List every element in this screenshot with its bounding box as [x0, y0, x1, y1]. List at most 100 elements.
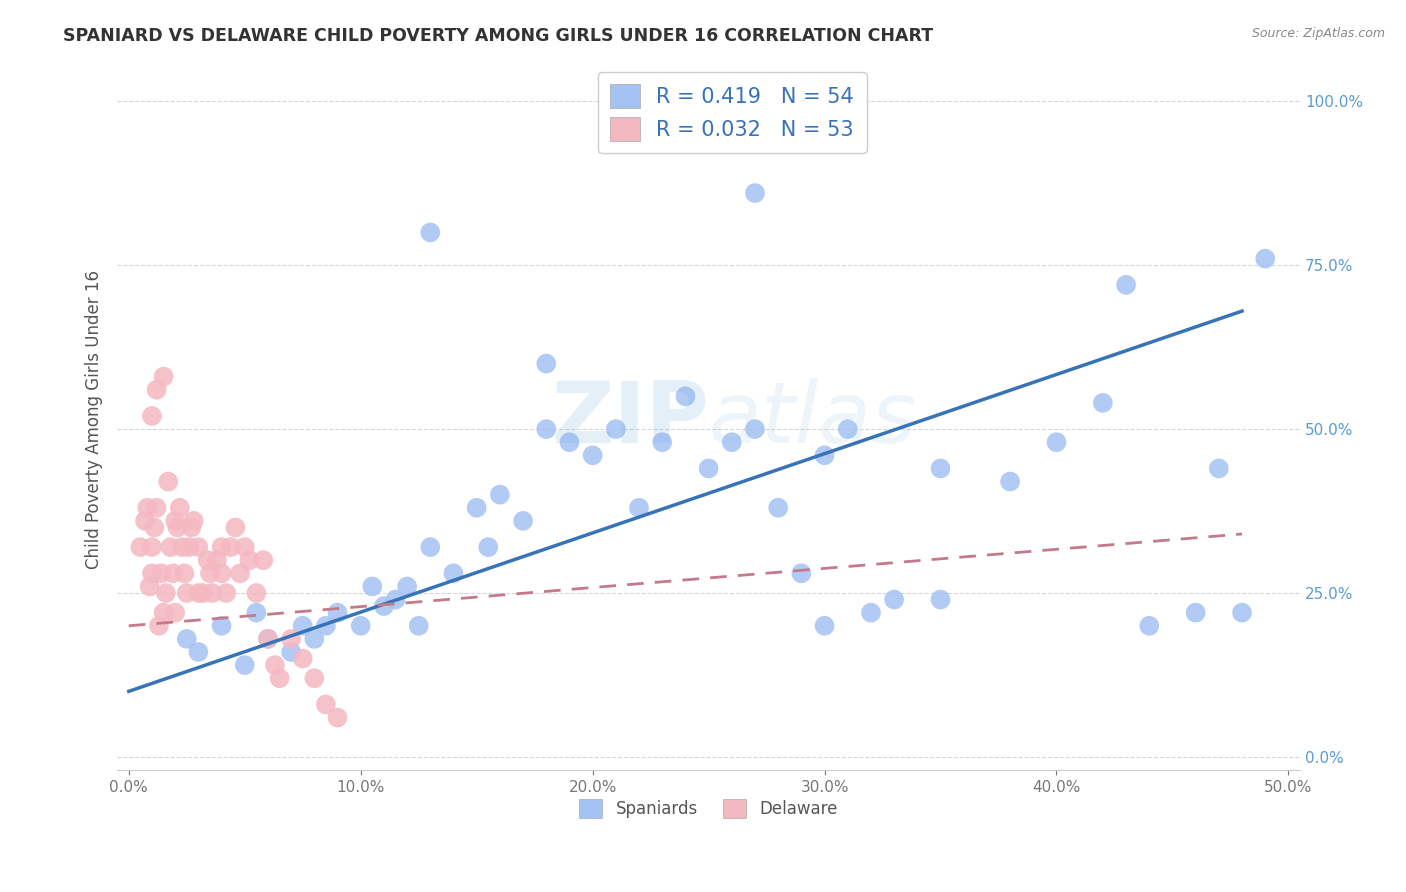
- Y-axis label: Child Poverty Among Girls Under 16: Child Poverty Among Girls Under 16: [86, 269, 103, 569]
- Spaniards: [304, 632, 326, 646]
- Spaniards: [1208, 461, 1230, 475]
- Spaniards: [419, 540, 441, 554]
- Spaniards: [813, 619, 835, 633]
- Delaware: [205, 553, 228, 567]
- Spaniards: [245, 606, 267, 620]
- Spaniards: [1254, 252, 1277, 266]
- Spaniards: [859, 606, 882, 620]
- Spaniards: [883, 592, 905, 607]
- Delaware: [197, 553, 219, 567]
- Delaware: [257, 632, 280, 646]
- Spaniards: [1045, 435, 1067, 450]
- Spaniards: [929, 592, 952, 607]
- Delaware: [264, 658, 287, 673]
- Delaware: [162, 566, 184, 581]
- Spaniards: [291, 619, 314, 633]
- Delaware: [315, 698, 337, 712]
- Delaware: [211, 540, 233, 554]
- Delaware: [180, 520, 202, 534]
- Delaware: [169, 500, 191, 515]
- Spaniards: [326, 606, 349, 620]
- Spaniards: [211, 619, 233, 633]
- Spaniards: [489, 488, 512, 502]
- Delaware: [129, 540, 152, 554]
- Spaniards: [813, 448, 835, 462]
- Delaware: [148, 619, 170, 633]
- Delaware: [238, 553, 260, 567]
- Spaniards: [408, 619, 430, 633]
- Spaniards: [280, 645, 302, 659]
- Delaware: [269, 671, 291, 685]
- Delaware: [177, 540, 200, 554]
- Delaware: [280, 632, 302, 646]
- Delaware: [245, 586, 267, 600]
- Delaware: [138, 579, 160, 593]
- Delaware: [215, 586, 238, 600]
- Spaniards: [605, 422, 627, 436]
- Delaware: [165, 606, 187, 620]
- Delaware: [229, 566, 252, 581]
- Delaware: [201, 586, 224, 600]
- Spaniards: [744, 186, 766, 200]
- Spaniards: [465, 500, 488, 515]
- Spaniards: [419, 226, 441, 240]
- Delaware: [183, 514, 205, 528]
- Spaniards: [582, 448, 605, 462]
- Spaniards: [627, 500, 650, 515]
- Delaware: [165, 514, 187, 528]
- Delaware: [219, 540, 242, 554]
- Spaniards: [1184, 606, 1206, 620]
- Delaware: [134, 514, 156, 528]
- Delaware: [198, 566, 221, 581]
- Delaware: [155, 586, 177, 600]
- Spaniards: [512, 514, 534, 528]
- Delaware: [141, 409, 163, 423]
- Delaware: [187, 540, 209, 554]
- Delaware: [172, 540, 194, 554]
- Delaware: [141, 540, 163, 554]
- Spaniards: [477, 540, 499, 554]
- Spaniards: [187, 645, 209, 659]
- Spaniards: [766, 500, 789, 515]
- Text: SPANIARD VS DELAWARE CHILD POVERTY AMONG GIRLS UNDER 16 CORRELATION CHART: SPANIARD VS DELAWARE CHILD POVERTY AMONG…: [63, 27, 934, 45]
- Delaware: [173, 566, 195, 581]
- Delaware: [136, 500, 159, 515]
- Legend: Spaniards, Delaware: Spaniards, Delaware: [572, 792, 845, 825]
- Spaniards: [396, 579, 419, 593]
- Delaware: [150, 566, 173, 581]
- Delaware: [145, 500, 167, 515]
- Spaniards: [720, 435, 742, 450]
- Spaniards: [929, 461, 952, 475]
- Spaniards: [536, 422, 558, 436]
- Spaniards: [998, 475, 1021, 489]
- Delaware: [233, 540, 256, 554]
- Spaniards: [233, 658, 256, 673]
- Delaware: [176, 586, 198, 600]
- Spaniards: [361, 579, 384, 593]
- Delaware: [141, 566, 163, 581]
- Spaniards: [744, 422, 766, 436]
- Delaware: [224, 520, 246, 534]
- Spaniards: [1091, 396, 1114, 410]
- Delaware: [326, 710, 349, 724]
- Delaware: [166, 520, 188, 534]
- Spaniards: [176, 632, 198, 646]
- Spaniards: [697, 461, 720, 475]
- Spaniards: [384, 592, 406, 607]
- Text: ZIP: ZIP: [551, 377, 709, 461]
- Spaniards: [1230, 606, 1253, 620]
- Spaniards: [315, 619, 337, 633]
- Delaware: [152, 369, 174, 384]
- Spaniards: [558, 435, 581, 450]
- Spaniards: [1115, 277, 1137, 292]
- Delaware: [145, 383, 167, 397]
- Spaniards: [673, 389, 696, 403]
- Spaniards: [350, 619, 373, 633]
- Delaware: [291, 651, 314, 665]
- Spaniards: [536, 357, 558, 371]
- Spaniards: [373, 599, 395, 613]
- Delaware: [152, 606, 174, 620]
- Spaniards: [1137, 619, 1160, 633]
- Delaware: [191, 586, 214, 600]
- Text: Source: ZipAtlas.com: Source: ZipAtlas.com: [1251, 27, 1385, 40]
